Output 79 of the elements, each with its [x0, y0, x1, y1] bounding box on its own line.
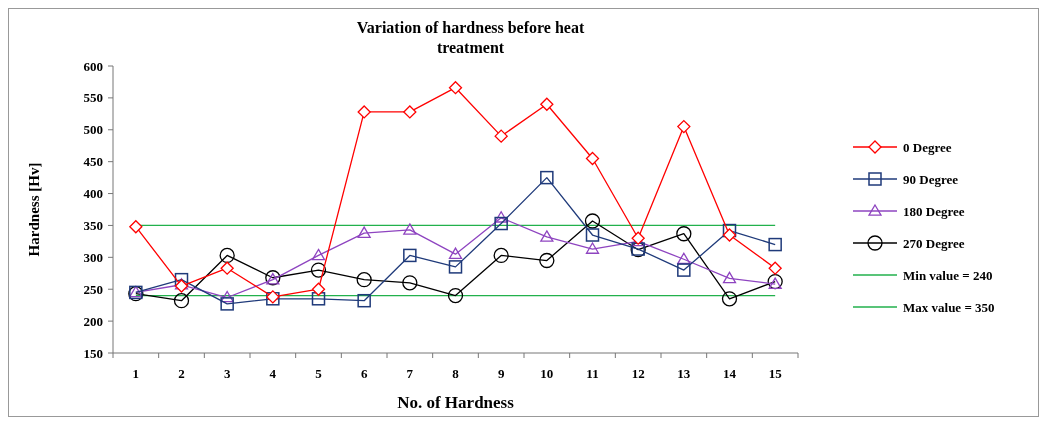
point	[585, 151, 600, 166]
point	[129, 220, 143, 234]
point	[722, 228, 737, 242]
point	[585, 242, 600, 254]
x-tick-label: 11	[586, 366, 599, 382]
point	[768, 277, 782, 289]
y-tick-label: 550	[83, 90, 103, 106]
legend-label: 180 Degree	[903, 203, 965, 219]
point	[402, 275, 418, 291]
point	[493, 247, 509, 264]
y-axis-title: Hardness [Hv]	[26, 162, 42, 257]
point	[219, 247, 235, 264]
point	[311, 292, 326, 306]
point	[585, 228, 600, 242]
point	[357, 105, 371, 119]
point	[173, 293, 190, 309]
point	[768, 261, 782, 275]
point	[403, 105, 417, 119]
point	[722, 271, 737, 284]
point	[494, 211, 508, 223]
y-tick-label: 400	[83, 186, 103, 202]
point	[357, 293, 371, 308]
point	[494, 129, 508, 143]
point	[356, 272, 372, 288]
x-tick-label: 14	[723, 366, 737, 382]
y-tick-label: 500	[83, 122, 103, 138]
y-tick-label: 250	[83, 281, 103, 297]
point	[220, 297, 234, 311]
x-tick-label: 2	[178, 366, 185, 382]
x-tick-label: 6	[360, 366, 368, 382]
point	[220, 261, 234, 275]
x-tick-label: 1	[132, 366, 140, 382]
point	[677, 119, 691, 134]
x-tick-label: 13	[677, 366, 691, 382]
point	[494, 216, 508, 231]
point	[539, 252, 555, 269]
point	[311, 248, 326, 261]
point	[676, 226, 692, 242]
x-tick-label: 3	[223, 366, 231, 382]
point	[677, 263, 691, 277]
y-tick-label: 350	[83, 217, 103, 233]
x-tick-label: 10	[540, 366, 554, 382]
legend-label: 90 Degree	[903, 171, 959, 187]
y-tick-label: 200	[83, 313, 103, 329]
point	[722, 223, 737, 238]
point	[174, 272, 189, 287]
x-tick-label: 7	[406, 366, 414, 382]
point	[448, 247, 463, 259]
point	[448, 81, 463, 95]
point	[403, 223, 417, 235]
point	[584, 213, 601, 229]
x-tick-label: 4	[269, 366, 277, 382]
y-tick-label: 150	[83, 345, 103, 361]
x-tick-label: 12	[631, 366, 645, 382]
x-axis-title: No. of Hardness	[397, 393, 515, 412]
point	[447, 287, 464, 304]
legend-label: 0 Degree	[903, 139, 952, 155]
point	[311, 282, 326, 296]
point	[540, 230, 554, 242]
point	[448, 260, 463, 274]
y-tick-label: 600	[83, 58, 103, 74]
point	[357, 226, 371, 238]
y-tick-label: 450	[83, 154, 103, 170]
point	[540, 97, 554, 111]
x-tick-label: 15	[768, 366, 783, 382]
x-tick-label: 8	[452, 366, 460, 382]
legend-label: Min value = 240	[903, 267, 993, 283]
legend-label: 270 Degree	[903, 235, 965, 251]
y-tick-label: 300	[83, 249, 103, 265]
point	[768, 237, 782, 252]
point	[220, 290, 234, 303]
point	[310, 262, 327, 278]
point	[721, 291, 738, 307]
x-tick-label: 5	[315, 366, 323, 382]
chart-title: Variation of hardness before heat treatment	[356, 19, 585, 56]
x-tick-label: 9	[497, 366, 505, 382]
legend-label: Max value = 350	[903, 299, 995, 315]
point	[403, 248, 417, 263]
point	[540, 170, 554, 185]
